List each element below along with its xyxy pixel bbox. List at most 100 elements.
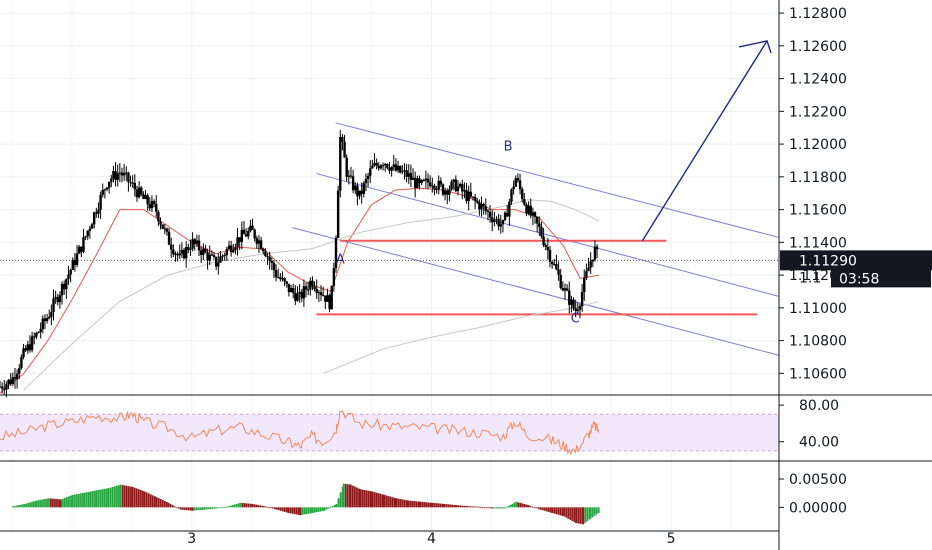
histogram-bar: [154, 496, 156, 508]
candle-body: [546, 247, 550, 251]
histogram-bar: [249, 503, 252, 508]
histogram-bar: [44, 498, 46, 508]
candle-body: [176, 253, 179, 256]
channel-line[interactable]: [316, 173, 780, 297]
histogram-bar: [165, 501, 168, 508]
histogram-pane[interactable]: 0.00500 0.00000: [11, 472, 847, 525]
histogram-bar: [475, 506, 478, 508]
candle-body: [332, 268, 336, 286]
histogram-bar: [16, 505, 18, 508]
candle-body: [456, 186, 460, 192]
candle-body: [486, 210, 490, 213]
histogram-bar: [405, 500, 408, 508]
histogram-bar: [389, 496, 392, 508]
channel-line[interactable]: [292, 227, 780, 356]
histogram-bar: [577, 507, 580, 524]
histogram-bar: [251, 503, 254, 508]
histogram-bar: [155, 497, 158, 508]
candle-body: [294, 292, 297, 301]
candle-body: [5, 384, 8, 390]
histogram-bar: [503, 507, 506, 509]
histogram-bar: [309, 507, 312, 514]
histogram-bar: [289, 507, 292, 514]
histogram-bar: [344, 483, 347, 508]
histogram-bar: [441, 503, 444, 508]
candle-body: [193, 239, 196, 244]
candle-body: [170, 244, 173, 250]
countdown-badge: [831, 269, 931, 288]
candle-body: [262, 249, 265, 252]
histogram-bar: [265, 506, 268, 508]
histogram-bar: [359, 489, 362, 508]
candle-body: [63, 283, 66, 290]
candle-body: [555, 264, 558, 270]
oscillator-pane[interactable]: 80.00 40.00: [0, 398, 839, 456]
projection-arrow-line[interactable]: [641, 40, 768, 242]
histogram-bar: [119, 484, 122, 508]
candle-body: [202, 248, 205, 255]
candle-body: [210, 254, 214, 256]
candle-body: [167, 231, 171, 245]
candle-body: [95, 212, 98, 214]
candle-body: [184, 247, 188, 259]
candle-body: [30, 336, 34, 351]
histogram-bar: [80, 493, 82, 508]
histogram-bar: [553, 507, 556, 514]
partial-price-label: 1.1: [799, 270, 821, 286]
candle-body: [553, 264, 556, 266]
histogram-bar: [325, 507, 328, 510]
histogram-bar: [519, 502, 522, 508]
histogram-bar: [385, 495, 388, 508]
histogram-bar: [358, 488, 360, 508]
candle-body: [35, 332, 38, 337]
histogram-bar: [487, 507, 490, 509]
candle-body: [249, 225, 252, 232]
candle-body: [520, 189, 524, 200]
histogram-bar: [297, 507, 300, 515]
y-tick-label: 1.12000: [789, 137, 847, 153]
histogram-bar: [335, 503, 338, 508]
histogram-bar: [221, 507, 224, 509]
histogram-bar: [293, 507, 296, 515]
histogram-bar: [435, 503, 438, 508]
histogram-bar: [177, 507, 180, 509]
candle-body: [291, 288, 295, 293]
histogram-bar: [271, 507, 274, 509]
candle-body: [283, 278, 286, 282]
histogram-bar: [99, 489, 102, 508]
candle-body: [381, 165, 385, 167]
histogram-bar: [273, 507, 276, 510]
candle-body: [69, 269, 72, 275]
candle-body: [105, 187, 109, 190]
histogram-bar: [481, 507, 484, 508]
candle-body: [0, 386, 2, 388]
candle-body: [401, 171, 404, 173]
candle-body: [272, 262, 276, 271]
candle-body: [165, 228, 169, 232]
histogram-bar: [231, 505, 234, 508]
candle-body: [107, 181, 111, 188]
histogram-bar: [101, 489, 104, 508]
channel-line[interactable]: [335, 122, 780, 238]
candle-body: [448, 189, 451, 195]
candle-body: [236, 237, 239, 247]
histogram-bar: [575, 507, 578, 524]
candle-body: [60, 283, 64, 296]
candle-body: [270, 260, 273, 263]
candle-body: [20, 357, 23, 369]
histogram-bar: [419, 501, 422, 508]
histogram-bar: [531, 506, 534, 508]
histogram-bar: [457, 505, 460, 508]
candle-body: [336, 190, 340, 238]
candle-body: [420, 180, 423, 183]
histogram-bar: [356, 487, 358, 508]
candle-body: [234, 246, 237, 251]
histogram-bar: [195, 507, 198, 511]
candle-body: [482, 204, 485, 207]
histogram-bar: [491, 507, 494, 509]
candle-body: [92, 212, 96, 225]
candle-body: [135, 189, 139, 198]
histogram-bar: [509, 504, 512, 508]
histogram-bar: [159, 499, 162, 508]
